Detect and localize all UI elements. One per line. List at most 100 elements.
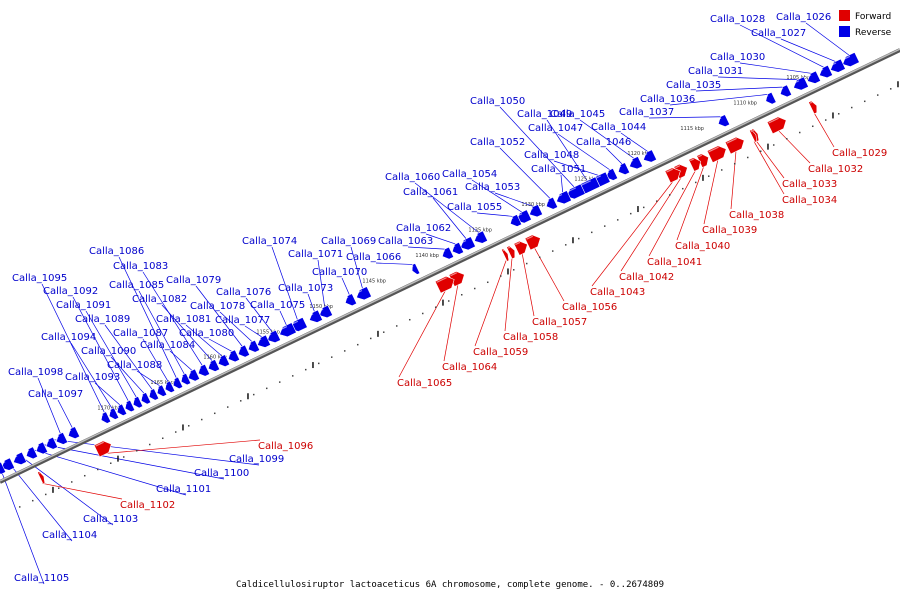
gene-arrow[interactable] [434, 274, 457, 294]
gene-arrow[interactable] [354, 286, 372, 303]
gene-arrow[interactable] [107, 407, 120, 421]
gene-label[interactable]: Calla_1088 [107, 360, 162, 371]
gene-arrow[interactable] [226, 349, 241, 364]
gene-label[interactable]: Calla_1103 [83, 514, 138, 525]
gene-arrow[interactable] [171, 376, 184, 390]
gene-arrow[interactable] [44, 436, 59, 451]
gene-label[interactable]: Calla_1099 [229, 454, 284, 465]
gene-arrow[interactable] [524, 232, 543, 251]
gene-label[interactable]: Calla_1051 [531, 164, 586, 175]
gene-arrow[interactable] [163, 380, 176, 394]
gene-label[interactable]: Calla_1085 [109, 280, 164, 291]
gene-arrow[interactable] [34, 441, 49, 456]
gene-arrow[interactable] [206, 359, 221, 373]
gene-label[interactable]: Calla_1042 [619, 272, 674, 283]
gene-label[interactable]: Calla_1037 [619, 107, 674, 118]
gene-arrow[interactable] [0, 457, 15, 473]
gene-label[interactable]: Calla_1075 [250, 300, 305, 311]
gene-arrow[interactable] [508, 214, 523, 228]
gene-arrow[interactable] [778, 84, 793, 99]
gene-label[interactable]: Calla_1097 [28, 389, 83, 400]
gene-label[interactable]: Calla_1078 [190, 301, 245, 312]
gene-label[interactable]: Calla_1087 [113, 328, 168, 339]
gene-label[interactable]: Calla_1065 [397, 378, 452, 389]
gene-arrow[interactable] [66, 426, 81, 441]
gene-label[interactable]: Calla_1049 [517, 109, 572, 120]
gene-label[interactable]: Calla_1030 [710, 52, 765, 63]
gene-label[interactable]: Calla_1083 [113, 261, 168, 272]
gene-label[interactable]: Calla_1081 [156, 314, 211, 325]
gene-label[interactable]: Calla_1043 [590, 287, 645, 298]
gene-arrow[interactable] [724, 134, 747, 155]
gene-arrow[interactable] [131, 395, 144, 409]
gene-arrow[interactable] [766, 114, 789, 135]
gene-arrow[interactable] [450, 241, 465, 256]
gene-arrow[interactable] [179, 372, 192, 386]
gene-label[interactable]: Calla_1102 [120, 500, 175, 511]
gene-label[interactable]: Calla_1059 [473, 347, 528, 358]
gene-arrow[interactable] [472, 230, 488, 246]
gene-label[interactable]: Calla_1063 [378, 236, 433, 247]
gene-arrow[interactable] [93, 438, 114, 458]
gene-label[interactable]: Calla_1058 [503, 332, 558, 343]
gene-label[interactable]: Calla_1090 [81, 346, 136, 357]
gene-label[interactable]: Calla_1027 [751, 28, 806, 39]
gene-label[interactable]: Calla_1045 [550, 109, 605, 120]
gene-label[interactable]: Calla_1091 [56, 300, 111, 311]
gene-arrow[interactable] [544, 196, 559, 211]
gene-arrow[interactable] [196, 363, 211, 378]
gene-label[interactable]: Calla_1096 [258, 441, 313, 452]
gene-arrow[interactable] [24, 446, 39, 461]
gene-label[interactable]: Calla_1095 [12, 273, 67, 284]
gene-label[interactable]: Calla_1104 [42, 530, 97, 541]
gene-arrow[interactable] [791, 76, 809, 93]
gene-label[interactable]: Calla_1034 [782, 195, 837, 206]
gene-label[interactable]: Calla_1039 [702, 225, 757, 236]
gene-arrow[interactable] [501, 248, 510, 262]
gene-label[interactable]: Calla_1089 [75, 314, 130, 325]
gene-label[interactable]: Calla_1061 [403, 187, 458, 198]
gene-label[interactable]: Calla_1054 [442, 169, 497, 180]
gene-arrow[interactable] [155, 384, 168, 398]
gene-label[interactable]: Calla_1070 [312, 267, 367, 278]
gene-arrow[interactable] [688, 155, 704, 172]
gene-label[interactable]: Calla_1080 [179, 328, 234, 339]
gene-label[interactable]: Calla_1053 [465, 182, 520, 193]
gene-label[interactable]: Calla_1056 [562, 302, 617, 313]
gene-arrow[interactable] [99, 411, 112, 425]
gene-label[interactable]: Calla_1036 [640, 94, 695, 105]
gene-label[interactable]: Calla_1026 [776, 12, 831, 23]
gene-arrow[interactable] [616, 162, 631, 177]
gene-label[interactable]: Calla_1076 [216, 287, 271, 298]
gene-arrow[interactable] [0, 461, 7, 476]
gene-label[interactable]: Calla_1079 [166, 275, 221, 286]
gene-label[interactable]: Calla_1040 [675, 241, 730, 252]
gene-arrow[interactable] [749, 129, 758, 143]
gene-arrow[interactable] [808, 100, 820, 115]
gene-arrow[interactable] [115, 403, 128, 417]
gene-label[interactable]: Calla_1032 [808, 164, 863, 175]
gene-label[interactable]: Calla_1066 [346, 252, 401, 263]
gene-label[interactable]: Calla_1041 [647, 257, 702, 268]
gene-arrow[interactable] [255, 334, 271, 350]
gene-label[interactable]: Calla_1038 [729, 210, 784, 221]
gene-arrow[interactable] [817, 64, 833, 80]
gene-arrow[interactable] [317, 304, 333, 320]
gene-arrow[interactable] [236, 344, 251, 359]
gene-label[interactable]: Calla_1033 [782, 179, 837, 190]
gene-arrow[interactable] [716, 114, 731, 129]
gene-label[interactable]: Calla_1044 [591, 122, 646, 133]
gene-arrow[interactable] [805, 70, 821, 86]
gene-label[interactable]: Calla_1047 [528, 123, 583, 134]
gene-label[interactable]: Calla_1057 [532, 317, 587, 328]
gene-arrow[interactable] [641, 149, 657, 165]
gene-arrow[interactable] [147, 388, 160, 402]
gene-label[interactable]: Calla_1060 [385, 172, 440, 183]
gene-arrow[interactable] [706, 143, 729, 164]
gene-label[interactable]: Calla_1098 [8, 367, 63, 378]
gene-label[interactable]: Calla_1082 [132, 294, 187, 305]
gene-arrow[interactable] [123, 399, 136, 413]
gene-arrow[interactable] [246, 339, 261, 354]
gene-label[interactable]: Calla_1048 [524, 150, 579, 161]
gene-arrow[interactable] [307, 309, 323, 325]
